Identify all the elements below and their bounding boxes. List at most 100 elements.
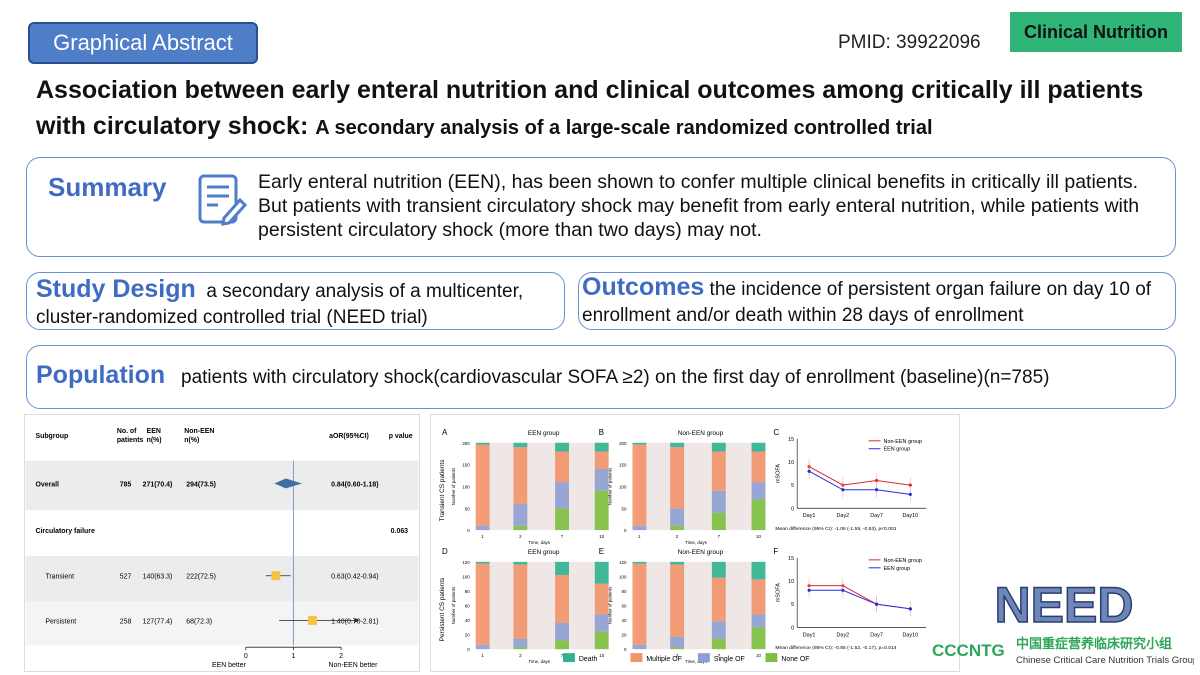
state-bar-segment (632, 444, 647, 526)
panel-letter: A (442, 428, 448, 437)
panel-letter: D (442, 547, 448, 556)
state-legend-label: Multiple OF (646, 656, 681, 663)
state-bar-segment (555, 640, 569, 650)
population-text: patients with circulatory shock(cardiova… (181, 367, 1050, 388)
panel-ylabel: Number of patients (451, 586, 456, 624)
line-ylabel: mSOFA (775, 583, 781, 602)
panel-letter: B (599, 428, 604, 437)
forest-row-non: 222(72.5) (186, 574, 216, 581)
graphical-abstract-badge: Graphical Abstract (28, 22, 258, 64)
line-xtick: Day10 (902, 513, 918, 519)
panel-letter: E (599, 547, 604, 556)
panel-xtick: 7 (561, 534, 564, 539)
cccntg-en-name: Chinese Critical Care Nutrition Trials G… (1016, 655, 1194, 666)
forest-band (25, 601, 419, 646)
state-bar-segment (751, 627, 766, 650)
title-subtitle: A secondary analysis of a large-scale ra… (315, 117, 933, 139)
line-series (809, 589, 911, 610)
line-point (807, 469, 811, 473)
state-bar-segment (513, 561, 528, 565)
panel-ytick: 80 (465, 589, 470, 594)
line-ytick: 10 (788, 579, 794, 585)
panel-xtick: 2 (676, 534, 679, 539)
state-bar-segment (475, 442, 490, 445)
forest-band (25, 555, 419, 602)
forest-col-header: aOR(95%CI) (329, 433, 369, 440)
line-point (841, 488, 845, 492)
cccntg-logo-text: CCCNTG (932, 641, 1005, 660)
state-bar-segment (513, 442, 528, 448)
forest-row-label: Overall (35, 481, 59, 488)
panel-ytick: 20 (622, 633, 627, 638)
state-legend-swatch (630, 653, 643, 663)
line-xtick: Day2 (836, 513, 849, 519)
outcomes-text: the incidence of persistent organ failur… (582, 279, 1152, 326)
panel-xlabel: Time, days (685, 659, 707, 664)
state-legend-label: Death (579, 656, 598, 663)
state-bar-segment (632, 561, 647, 564)
state-bar-segment (555, 622, 569, 641)
panel-xlabel: Time, days (528, 659, 550, 664)
line-ytick: 15 (788, 556, 794, 562)
state-bar-segment (475, 525, 490, 531)
line-ytick: 10 (788, 460, 794, 466)
forest-row-n: 785 (120, 481, 132, 488)
line-xtick: Day2 (836, 632, 849, 638)
forest-band (25, 460, 419, 511)
panel-letter: C (773, 428, 779, 437)
panel-xtick: 1 (481, 653, 484, 658)
panel-ytick: 80 (622, 589, 627, 594)
row-label: Persistent CS patients (439, 578, 446, 642)
panel-ytick: 200 (462, 441, 470, 446)
summary-box (26, 157, 1176, 257)
state-bar-segment (475, 644, 490, 650)
panel-ytick: 0 (624, 528, 627, 533)
forest-band (25, 510, 419, 556)
line-xtick: Day1 (803, 513, 816, 519)
cccntg-logo: CCCNTG 中国重症营养临床研究小组 Chinese Critical Car… (932, 636, 1194, 666)
forest-row-label: Persistent (45, 618, 76, 625)
study-design: Study Design a secondary analysis of a m… (36, 276, 561, 331)
state-legend-swatch (765, 653, 778, 663)
panel-xtick: 1 (638, 534, 641, 539)
forest-x-tick-label: 1 (292, 653, 296, 660)
panel-ytick: 100 (462, 574, 470, 579)
forest-col-header: EEN n(%) (147, 428, 162, 444)
state-bar-segment (751, 614, 766, 628)
forest-row-label: Transient (45, 574, 74, 581)
line-ytick: 15 (788, 437, 794, 443)
panel-ytick: 60 (465, 603, 470, 608)
panel-xtick: 2 (519, 653, 522, 658)
outcomes-box (578, 272, 1176, 330)
state-bar-segment (513, 647, 528, 650)
panel-title: EEN group (528, 549, 560, 556)
state-legend-label: Single OF (714, 656, 745, 663)
study-design-box (26, 272, 565, 330)
forest-point (271, 571, 281, 581)
line-ylabel: mSOFA (775, 464, 781, 483)
outcomes: Outcomes the incidence of persistent org… (582, 274, 1172, 329)
panel-xtick: 10 (599, 653, 604, 658)
state-bar-segment (513, 503, 528, 526)
line-ytick: 5 (791, 483, 794, 489)
state-bar-segment (711, 490, 726, 513)
panel-ytick: 100 (462, 484, 470, 489)
state-bar-segment (670, 561, 685, 565)
line-point (874, 488, 879, 492)
state-bar-segment (670, 525, 685, 531)
forest-row-n: 527 (120, 574, 132, 581)
state-bar-segment (670, 647, 685, 650)
state-bar-segment (555, 451, 569, 483)
panel-ytick: 120 (462, 560, 470, 565)
forest-row-non: 68(72.3) (186, 618, 212, 625)
state-legend-swatch (563, 653, 575, 663)
panel-xtick: 2 (676, 653, 679, 658)
forest-row-p: 0.063 (391, 528, 409, 535)
panel-ytick: 50 (465, 506, 470, 511)
state-bar-segment (670, 564, 685, 637)
forest-row-aor: 0.63(0.42-0.94) (331, 574, 378, 581)
line-ytick: 0 (791, 506, 794, 512)
panel-ylabel: Number of patients (608, 586, 613, 624)
document-edit-icon (198, 174, 248, 226)
panel-xtick: 2 (519, 534, 522, 539)
